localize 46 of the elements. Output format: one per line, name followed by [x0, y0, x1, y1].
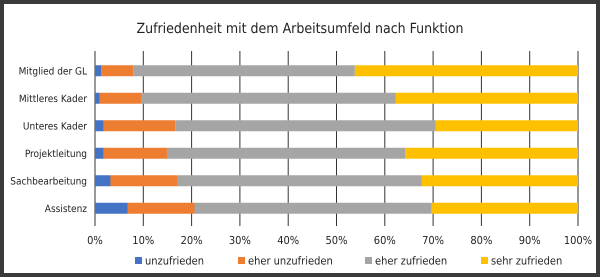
x-tick-label: 50% — [326, 234, 348, 247]
bar — [166, 148, 406, 159]
bar — [178, 175, 422, 186]
bar — [95, 120, 104, 132]
bar — [95, 65, 102, 76]
y-tick-label: Unteres Kader — [22, 121, 88, 132]
bar — [422, 175, 578, 186]
bar — [101, 65, 134, 76]
legend-label: eher unzufrieden — [248, 254, 333, 268]
x-tick-label: 70% — [422, 234, 444, 247]
bar — [396, 92, 578, 104]
legend-label: unzufrieden — [145, 254, 204, 268]
bar — [95, 92, 100, 104]
bar — [128, 202, 194, 214]
bar — [110, 175, 178, 186]
bar — [436, 120, 578, 132]
y-tick-label: Projektleitung — [24, 148, 87, 160]
bar — [104, 148, 167, 159]
bar — [95, 175, 110, 186]
bar — [354, 65, 578, 76]
x-tick-label: 60% — [374, 234, 396, 247]
x-tick-label: 100% — [564, 234, 592, 247]
x-tick-label: 20% — [180, 234, 203, 247]
bar — [100, 92, 142, 104]
bar — [133, 65, 355, 76]
bar — [175, 120, 436, 132]
x-tick-label: 80% — [470, 234, 492, 247]
y-tick-label: Mittleres Kader — [18, 94, 88, 105]
bar — [142, 92, 396, 104]
x-tick-label: 0% — [87, 234, 103, 247]
x-tick-label: 10% — [132, 234, 154, 247]
bar — [95, 148, 104, 159]
bar — [432, 202, 578, 214]
bar — [104, 120, 176, 132]
bar — [95, 202, 128, 214]
x-tick-label: 90% — [518, 234, 541, 247]
y-tick-label: Sachbearbeitung — [10, 176, 87, 188]
bar — [194, 202, 432, 214]
bar — [405, 148, 578, 159]
chart-title: Zufriedenheit mit dem Arbeitsumfeld nach Funktion — [136, 21, 464, 37]
legend-label: sehr zufrieden — [491, 254, 562, 268]
y-tick-label: Assistenz — [44, 204, 88, 215]
x-tick-label: 40% — [277, 234, 300, 247]
x-tick-label: 30% — [228, 234, 251, 247]
y-tick-label: Mitglied der GL — [18, 66, 87, 78]
legend-label: eher zufrieden — [375, 254, 448, 268]
